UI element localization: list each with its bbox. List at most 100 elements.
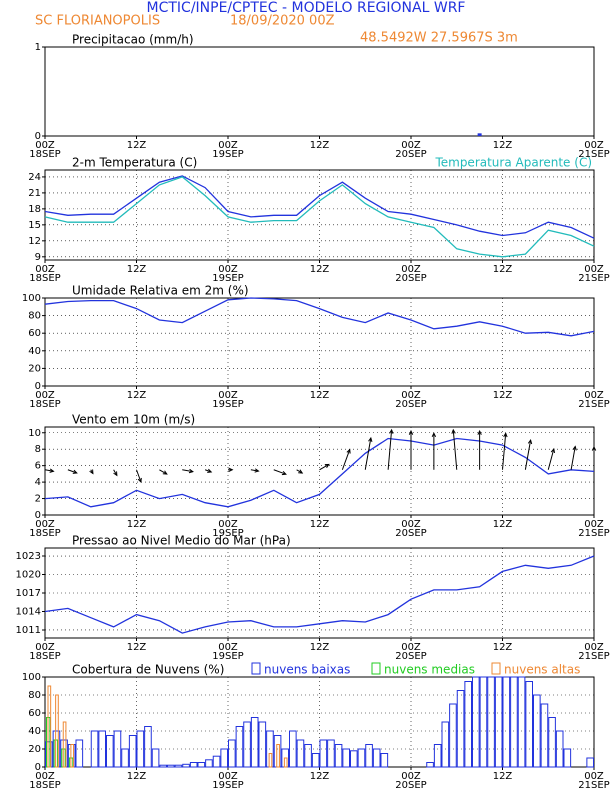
x-tick-label: 00Z [584, 642, 604, 653]
arrow-head [298, 469, 304, 474]
x-tick-label: 12Z [310, 642, 330, 653]
arrow-head [346, 448, 351, 454]
y-tick-label: 12 [28, 236, 41, 247]
x-tick-label: 12Z [127, 642, 147, 653]
arrow-head [408, 429, 414, 435]
bar [464, 681, 472, 768]
legend-label: Temperatura Aparente (C) [434, 156, 592, 170]
x-tick-label: 00Z [35, 390, 55, 401]
x-tick-label: 00Z [401, 771, 421, 782]
x-date-label: 21SEP [578, 399, 609, 410]
plot-frame [44, 297, 595, 387]
y-tick-label: 1023 [16, 551, 41, 562]
y-tick-label: 20 [28, 363, 41, 374]
y-tick-label: 80 [28, 690, 41, 701]
bar [510, 676, 518, 768]
bar [90, 730, 99, 768]
x-tick-label: 12Z [310, 264, 330, 275]
wind-arrow [89, 469, 94, 475]
x-tick-label: 00Z [584, 140, 604, 151]
bar [319, 739, 328, 768]
arrow-head [89, 469, 94, 475]
y-tick-label: 80 [28, 311, 41, 322]
series-line [44, 297, 595, 337]
bar [372, 748, 381, 768]
y-tick-label: 15 [28, 220, 41, 231]
y-tick-label: 8 [35, 444, 41, 455]
plot-frame [44, 169, 595, 261]
arrow-shaft [502, 433, 507, 470]
arrow-head [49, 468, 55, 473]
arrow-head [324, 463, 330, 468]
y-tick-label: 9 [35, 252, 41, 263]
x-date-label: 18SEP [29, 651, 60, 662]
bar [98, 730, 106, 768]
bar [106, 735, 114, 768]
y-tick-label: 6 [35, 461, 41, 472]
y-tick-label: 100 [22, 293, 41, 304]
x-date-label: 20SEP [395, 528, 426, 539]
y-tick-label: 60 [28, 328, 41, 339]
x-tick-label: 00Z [401, 519, 421, 530]
y-tick-label: 1 [35, 42, 41, 53]
y-tick-label: 18 [28, 204, 41, 215]
x-tick-label: 12Z [127, 519, 147, 530]
bar [380, 753, 389, 768]
wind-arrow [547, 447, 556, 470]
arrow-shaft [67, 469, 77, 474]
bar [182, 763, 190, 768]
x-tick-label: 00Z [401, 140, 421, 151]
bar [197, 762, 206, 768]
x-tick-label: 12Z [310, 390, 330, 401]
wind-arrow [136, 469, 142, 483]
bar [334, 744, 343, 768]
bar [174, 764, 183, 768]
x-date-label: 18SEP [29, 780, 60, 791]
wind-arrow [250, 468, 260, 473]
arrow-head [572, 445, 577, 451]
y-tick-label: 40 [28, 726, 41, 737]
bar [144, 726, 152, 768]
panel-title: Cobertura de Nuvens (%) [72, 663, 224, 677]
run-date: 18/09/2020 00Z [230, 14, 335, 29]
bar [268, 753, 273, 768]
wind-arrow [570, 445, 577, 470]
wind-arrow [319, 463, 330, 471]
bar [479, 676, 488, 768]
bar [487, 676, 495, 768]
bar [563, 748, 572, 768]
x-date-label: 19SEP [212, 651, 243, 662]
x-date-label: 21SEP [578, 780, 609, 791]
bar [235, 726, 244, 768]
y-tick-label: 0 [35, 131, 41, 142]
bar [304, 744, 312, 768]
bar [159, 764, 167, 768]
bar [555, 730, 564, 768]
bar [357, 748, 366, 768]
series-line [44, 437, 595, 508]
bar [283, 757, 288, 768]
wind-arrow [431, 432, 437, 470]
x-date-label: 20SEP [395, 651, 426, 662]
x-tick-label: 12Z [127, 390, 147, 401]
x-tick-label: 12Z [127, 140, 147, 151]
bar [525, 681, 533, 768]
bar [586, 757, 594, 768]
bar [494, 676, 503, 768]
y-tick-label: 0 [35, 510, 41, 521]
x-tick-label: 12Z [310, 519, 330, 530]
y-tick-label: 20 [28, 744, 41, 755]
bar [289, 730, 297, 768]
x-tick-label: 00Z [218, 390, 238, 401]
arrow-shaft [341, 449, 351, 470]
panel-title: Pressao ao Nivel Medio do Mar (hPa) [72, 534, 291, 548]
x-tick-label: 00Z [401, 642, 421, 653]
legend-swatch [491, 662, 501, 675]
bar [128, 735, 137, 768]
bar [70, 744, 75, 768]
wind-arrow [113, 469, 118, 477]
x-date-label: 19SEP [212, 273, 243, 284]
bar [365, 744, 373, 768]
arrow-head [451, 428, 456, 434]
wind-arrow [387, 428, 394, 470]
